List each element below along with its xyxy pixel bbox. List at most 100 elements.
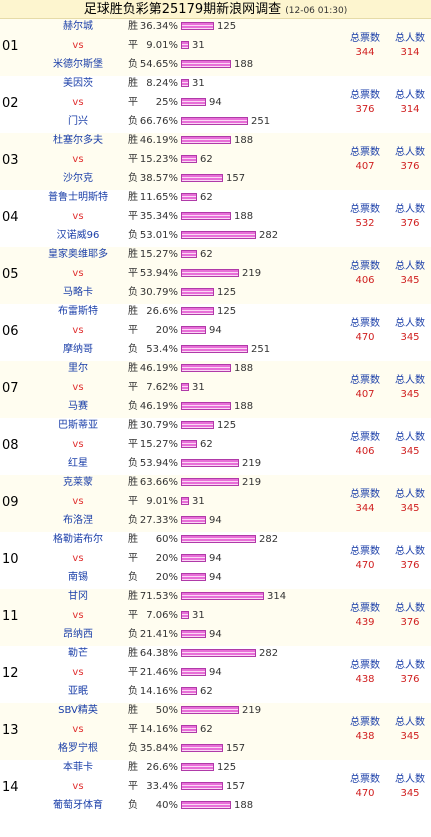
away-team-link[interactable]: 亚眠 xyxy=(68,686,88,697)
loss-percentage: 38.57% xyxy=(139,173,178,184)
total-people-label: 总人数 xyxy=(395,147,425,158)
total-votes-value: 406 xyxy=(355,446,375,457)
loss-result-label: 负 35.84% xyxy=(128,739,180,758)
away-team-link[interactable]: 米德尔斯堡 xyxy=(53,59,103,70)
loss-vote-bar xyxy=(181,60,231,68)
home-team-link[interactable]: SBV精英 xyxy=(58,705,98,716)
match-number: 05 xyxy=(2,267,19,282)
loss-line: 摩纳哥 负 53.4% 251 xyxy=(0,340,340,359)
match-list: 01 赫尔城胜 36.34% 125 vs 平 9.01% 31 米德尔斯堡负 54.65% 188… xyxy=(0,19,431,817)
total-votes-label: 总票数 xyxy=(350,432,380,443)
loss-vote-count: 219 xyxy=(242,458,262,469)
vs-label: vs xyxy=(72,553,84,564)
win-label: 胜 xyxy=(128,762,138,773)
loss-result-label: 负 53.94% xyxy=(128,454,180,473)
loss-line: 昂纳西 负 21.41% 94 xyxy=(0,625,340,644)
loss-label: 负 xyxy=(128,686,138,697)
match-number: 08 xyxy=(2,438,19,453)
away-team-link[interactable]: 沙尔克 xyxy=(63,173,93,184)
draw-result-label: 平 35.34% xyxy=(128,207,180,226)
loss-percentage: 53.01% xyxy=(139,230,178,241)
win-vote-bar xyxy=(181,763,214,771)
loss-vote-bar xyxy=(181,744,223,752)
draw-vote-bar xyxy=(181,440,197,448)
win-line: SBV精英 胜 50% 219 xyxy=(0,701,340,720)
home-team-link[interactable]: 勒芒 xyxy=(68,648,88,659)
win-vote-count: 125 xyxy=(217,420,237,431)
home-team-link[interactable]: 里尔 xyxy=(68,363,88,374)
win-vote-bar xyxy=(181,478,239,486)
draw-vote-bar xyxy=(181,611,189,619)
loss-result-label: 负 54.65% xyxy=(128,55,180,74)
win-percentage: 15.27% xyxy=(139,249,178,260)
loss-percentage: 14.16% xyxy=(139,686,178,697)
win-vote-count: 125 xyxy=(217,306,237,317)
home-team-link[interactable]: 赫尔城 xyxy=(63,21,93,32)
draw-label: 平 xyxy=(128,724,138,735)
away-team-link[interactable]: 红星 xyxy=(68,458,88,469)
loss-label: 负 xyxy=(128,287,138,298)
home-team-link[interactable]: 皇家奥维耶多 xyxy=(48,249,108,260)
away-team-link[interactable]: 南锡 xyxy=(68,572,88,583)
draw-line: vs 平 20% 94 xyxy=(0,321,340,340)
loss-line: 南锡 负 20% 94 xyxy=(0,568,340,587)
loss-percentage: 53.4% xyxy=(146,344,178,355)
win-percentage: 46.19% xyxy=(139,363,178,374)
total-people-label: 总人数 xyxy=(395,204,425,215)
away-team-link[interactable]: 葡萄牙体育 xyxy=(53,800,103,811)
away-team-link[interactable]: 门兴 xyxy=(68,116,88,127)
away-team-link[interactable]: 摩纳哥 xyxy=(63,344,93,355)
loss-label: 负 xyxy=(128,401,138,412)
away-team-link[interactable]: 汉诺威96 xyxy=(56,230,100,241)
win-result-label: 胜 71.53% xyxy=(128,587,180,606)
home-team-link[interactable]: 布雷斯特 xyxy=(58,306,98,317)
loss-percentage: 30.79% xyxy=(139,287,178,298)
home-team-link[interactable]: 巴斯蒂亚 xyxy=(58,420,98,431)
draw-line: vs 平 7.06% 31 xyxy=(0,606,340,625)
win-vote-count: 282 xyxy=(259,648,279,659)
home-team-link[interactable]: 本菲卡 xyxy=(63,762,93,773)
home-team-link[interactable]: 克莱蒙 xyxy=(63,477,93,488)
win-vote-bar xyxy=(181,592,264,600)
loss-vote-bar xyxy=(181,117,248,125)
loss-vote-count: 282 xyxy=(259,230,279,241)
win-line: 赫尔城 胜 36.34% 125 xyxy=(0,17,340,36)
win-line: 美因茨 胜 8.24% 31 xyxy=(0,74,340,93)
away-team-link[interactable]: 马赛 xyxy=(68,401,88,412)
win-result-label: 胜 64.38% xyxy=(128,644,180,663)
total-votes-stat: 总票数 470 xyxy=(335,773,395,801)
away-team-link[interactable]: 昂纳西 xyxy=(63,629,93,640)
draw-percentage: 25% xyxy=(155,97,178,108)
home-team-link[interactable]: 杜塞尔多夫 xyxy=(53,135,103,146)
home-team-link[interactable]: 甘冈 xyxy=(68,591,88,602)
total-votes-stat: 总票数 439 xyxy=(335,602,395,630)
match-row: 02 美因茨胜 8.24% 31 vs 平 25% 94 门兴负 66.76% 251 总票数 376 总… xyxy=(0,76,431,133)
win-percentage: 50% xyxy=(155,705,178,716)
away-team-link[interactable]: 马略卡 xyxy=(63,287,93,298)
draw-label: 平 xyxy=(128,325,138,336)
match-number: 09 xyxy=(2,495,19,510)
home-team-link[interactable]: 格勒诺布尔 xyxy=(53,534,103,545)
win-percentage: 60% xyxy=(155,534,178,545)
draw-line: vs 平 9.01% 31 xyxy=(0,492,340,511)
loss-vote-bar xyxy=(181,288,214,296)
total-people-stat: 总人数 345 xyxy=(380,317,431,345)
draw-percentage: 9.01% xyxy=(146,40,178,51)
win-label: 胜 xyxy=(128,363,138,374)
away-team-link[interactable]: 格罗宁根 xyxy=(58,743,98,754)
loss-line: 布洛涅 负 27.33% 94 xyxy=(0,511,340,530)
draw-label: 平 xyxy=(128,97,138,108)
loss-vote-count: 125 xyxy=(217,287,237,298)
draw-label: 平 xyxy=(128,781,138,792)
draw-label: 平 xyxy=(128,667,138,678)
win-line: 里尔 胜 46.19% 188 xyxy=(0,359,340,378)
loss-line: 马略卡 负 30.79% 125 xyxy=(0,283,340,302)
away-team-link[interactable]: 布洛涅 xyxy=(63,515,93,526)
total-people-value: 345 xyxy=(400,731,420,742)
win-vote-count: 314 xyxy=(267,591,287,602)
home-team-link[interactable]: 普鲁士明斯特 xyxy=(48,192,108,203)
draw-result-label: 平 53.94% xyxy=(128,264,180,283)
loss-vote-bar xyxy=(181,687,197,695)
win-label: 胜 xyxy=(128,477,138,488)
home-team-link[interactable]: 美因茨 xyxy=(63,78,93,89)
